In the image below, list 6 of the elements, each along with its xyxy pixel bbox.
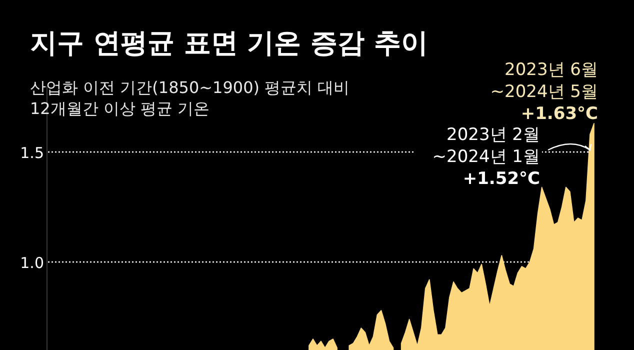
annotation: 2023년 6월 ~2024년 5월 +1.63°C bbox=[490, 60, 598, 124]
y-tick-label: 1.0 bbox=[20, 254, 44, 272]
chart-title: 지구 연평균 표면 기온 증감 추이 bbox=[30, 28, 428, 59]
annotation: 2023년 2월 ~2024년 1월 +1.52°C bbox=[432, 125, 540, 189]
chart-subtitle: 산업화 이전 기간(1850~1900) 평균치 대비 12개월간 이상 평균 기온 bbox=[30, 78, 350, 118]
y-tick-label: 1.5 bbox=[20, 144, 44, 162]
